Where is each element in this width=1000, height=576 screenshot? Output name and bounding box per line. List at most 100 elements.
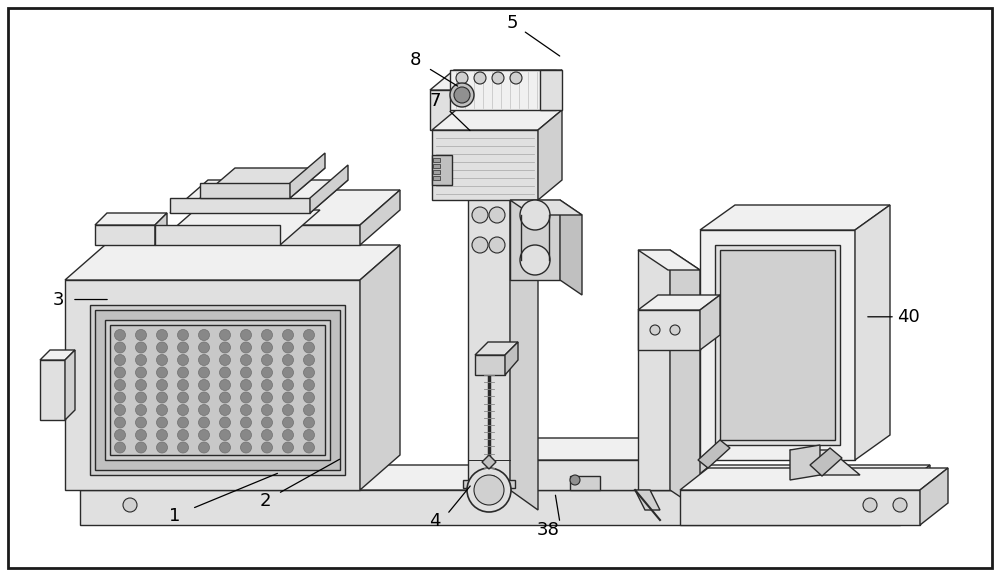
- Circle shape: [136, 392, 146, 403]
- Circle shape: [114, 342, 126, 353]
- Circle shape: [670, 325, 680, 335]
- Polygon shape: [65, 350, 75, 420]
- Circle shape: [136, 417, 146, 428]
- Circle shape: [114, 430, 126, 441]
- Circle shape: [283, 354, 294, 366]
- Circle shape: [178, 354, 188, 366]
- Polygon shape: [538, 110, 562, 200]
- Polygon shape: [790, 450, 860, 475]
- Circle shape: [198, 367, 210, 378]
- Polygon shape: [475, 342, 518, 355]
- Text: 7: 7: [429, 92, 441, 110]
- Circle shape: [472, 207, 488, 223]
- Circle shape: [114, 442, 126, 453]
- Polygon shape: [360, 245, 400, 490]
- Polygon shape: [433, 158, 440, 162]
- Circle shape: [520, 200, 550, 230]
- Polygon shape: [700, 205, 890, 230]
- Circle shape: [198, 430, 210, 441]
- Circle shape: [156, 404, 168, 415]
- Circle shape: [510, 72, 522, 84]
- Circle shape: [472, 147, 488, 163]
- Circle shape: [114, 417, 126, 428]
- Polygon shape: [80, 490, 900, 525]
- Circle shape: [283, 342, 294, 353]
- Circle shape: [156, 342, 168, 353]
- Circle shape: [114, 404, 126, 415]
- Circle shape: [114, 367, 126, 378]
- Circle shape: [156, 442, 168, 453]
- Text: 8: 8: [409, 51, 421, 70]
- Circle shape: [570, 475, 580, 485]
- Circle shape: [240, 430, 252, 441]
- Circle shape: [304, 367, 314, 378]
- Circle shape: [178, 430, 188, 441]
- Circle shape: [114, 354, 126, 366]
- Circle shape: [240, 329, 252, 340]
- Text: 4: 4: [429, 512, 441, 530]
- Polygon shape: [510, 460, 680, 490]
- Polygon shape: [95, 213, 167, 225]
- Circle shape: [178, 367, 188, 378]
- Circle shape: [240, 342, 252, 353]
- Circle shape: [136, 354, 146, 366]
- Circle shape: [198, 404, 210, 415]
- Circle shape: [262, 430, 272, 441]
- Circle shape: [262, 367, 272, 378]
- Polygon shape: [155, 213, 167, 245]
- Circle shape: [283, 430, 294, 441]
- Polygon shape: [570, 476, 600, 490]
- Text: 5: 5: [506, 14, 518, 32]
- Circle shape: [220, 417, 230, 428]
- Polygon shape: [200, 183, 290, 198]
- Polygon shape: [95, 310, 340, 470]
- Text: 2: 2: [259, 492, 271, 510]
- Polygon shape: [432, 130, 538, 200]
- Polygon shape: [510, 438, 707, 460]
- Circle shape: [304, 380, 314, 391]
- Circle shape: [240, 392, 252, 403]
- Polygon shape: [40, 360, 65, 420]
- Polygon shape: [105, 320, 330, 460]
- Polygon shape: [310, 165, 348, 213]
- Circle shape: [283, 367, 294, 378]
- Circle shape: [178, 392, 188, 403]
- Polygon shape: [638, 250, 670, 490]
- Circle shape: [262, 442, 272, 453]
- Circle shape: [520, 245, 550, 275]
- Circle shape: [474, 72, 486, 84]
- Polygon shape: [95, 225, 155, 245]
- Circle shape: [198, 354, 210, 366]
- Circle shape: [474, 475, 504, 505]
- Circle shape: [304, 404, 314, 415]
- Circle shape: [220, 442, 230, 453]
- Circle shape: [220, 380, 230, 391]
- Polygon shape: [638, 250, 700, 270]
- Circle shape: [136, 367, 146, 378]
- Polygon shape: [638, 310, 700, 350]
- Polygon shape: [538, 70, 562, 130]
- Circle shape: [198, 329, 210, 340]
- Circle shape: [283, 417, 294, 428]
- Circle shape: [136, 329, 146, 340]
- Circle shape: [156, 417, 168, 428]
- Circle shape: [240, 354, 252, 366]
- Circle shape: [114, 392, 126, 403]
- Polygon shape: [670, 250, 700, 510]
- Circle shape: [178, 417, 188, 428]
- Circle shape: [304, 329, 314, 340]
- Polygon shape: [90, 305, 345, 475]
- Circle shape: [283, 380, 294, 391]
- Polygon shape: [855, 205, 890, 460]
- Polygon shape: [540, 70, 562, 110]
- Polygon shape: [900, 465, 930, 525]
- Polygon shape: [433, 176, 440, 180]
- Polygon shape: [505, 342, 518, 375]
- Circle shape: [283, 442, 294, 453]
- Circle shape: [240, 367, 252, 378]
- Circle shape: [114, 329, 126, 340]
- Circle shape: [156, 430, 168, 441]
- Circle shape: [489, 177, 505, 193]
- Circle shape: [489, 207, 505, 223]
- Circle shape: [472, 177, 488, 193]
